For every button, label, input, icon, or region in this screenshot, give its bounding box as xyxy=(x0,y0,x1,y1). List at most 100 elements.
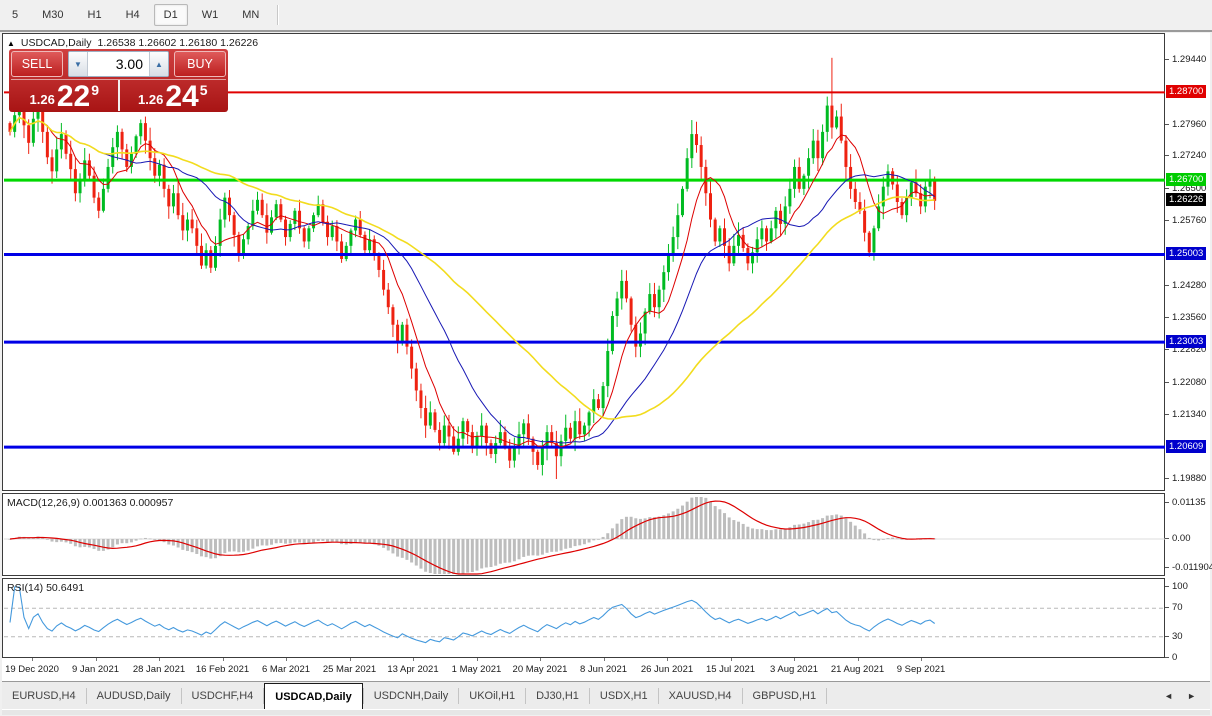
rsi-label: RSI(14) 50.6491 xyxy=(7,582,85,594)
axis-tick xyxy=(1165,285,1169,287)
date-label: 16 Feb 2021 xyxy=(195,664,250,675)
volume-increase-icon[interactable]: ▲ xyxy=(149,52,168,76)
rsi-axis-label: 30 xyxy=(1172,630,1183,642)
tab-separator xyxy=(525,688,527,704)
date-tick xyxy=(349,658,351,661)
price-axis-label: 1.26500 xyxy=(1172,182,1207,194)
chart-tab-usdchf-h4[interactable]: USDCHF,H4 xyxy=(191,690,254,702)
axis-tick xyxy=(1165,155,1169,157)
volume-input[interactable]: 3.00 xyxy=(115,56,143,72)
date-tick xyxy=(286,658,287,661)
sell-price-sup: 9 xyxy=(91,82,99,98)
chart-tab-usdcad-daily[interactable]: USDCAD,Daily xyxy=(264,683,363,710)
price-axis-label: 1.29440 xyxy=(1172,54,1207,65)
date-tick xyxy=(857,658,859,661)
rsi-axis-label: 70 xyxy=(1172,602,1183,614)
rsi-axis-label: 0 xyxy=(1172,652,1178,663)
timeframe-button-5[interactable]: 5 xyxy=(12,9,19,21)
date-tick xyxy=(794,658,795,661)
price-axis-label: 1.24280 xyxy=(1172,280,1207,292)
price-axis-label: 1.25760 xyxy=(1172,215,1207,227)
tab-scroll-arrows: ◄ ► xyxy=(1164,682,1210,710)
sell-price[interactable]: 1.26 22 9 xyxy=(11,80,120,112)
date-tick xyxy=(159,658,160,661)
timeframe-button-m30[interactable]: M30 xyxy=(42,9,64,21)
buy-button[interactable]: BUY xyxy=(174,51,226,77)
price-axis: 1.29440 1.27960 1.27240 1.26500 1.25760 1.242… xyxy=(1165,33,1212,683)
timeframe-button-h1[interactable]: H1 xyxy=(87,9,102,21)
chart-tab-gbpusd-h1[interactable]: GBPUSD,H1 xyxy=(752,690,817,702)
price-chart-plot[interactable] xyxy=(4,35,1165,491)
buy-price-prefix: 1.26 xyxy=(138,92,164,107)
axis-tick xyxy=(1165,414,1169,416)
date-tick xyxy=(413,658,414,661)
price-level-badge: 1.25003 xyxy=(1166,246,1207,260)
price-level-badge: 1.26700 xyxy=(1166,172,1207,186)
tab-separator xyxy=(826,688,828,704)
macd-panel[interactable]: MACD(12,26,9) 0.001363 0.000957 xyxy=(2,493,1165,576)
buy-price-sup: 5 xyxy=(199,82,208,98)
sell-button[interactable]: SELL xyxy=(11,51,63,77)
rsi-plot[interactable] xyxy=(4,580,1165,658)
tab-separator xyxy=(657,688,659,704)
price-axis-label: 1.21340 xyxy=(1172,409,1207,421)
rsi-panel[interactable]: RSI(14) 50.6491 xyxy=(2,578,1165,658)
bottom-strip xyxy=(2,709,1210,715)
date-tick xyxy=(540,658,541,661)
rsi-axis-label: 100 xyxy=(1172,581,1188,592)
axis-tick xyxy=(1165,607,1169,609)
chart-tab-usdx-h1[interactable]: USDX,H1 xyxy=(599,690,648,702)
tab-separator xyxy=(741,688,743,704)
date-label: 20 May 2021 xyxy=(512,664,568,675)
ohlc-values: 1.26538 1.26602 1.26180 1.26226 xyxy=(97,37,259,49)
main-chart-panel[interactable]: ▲ USDCAD,Daily 1.26538 1.26602 1.26180 1… xyxy=(2,33,1165,491)
timeframe-button-h4[interactable]: H4 xyxy=(125,9,140,21)
price-level-badge: 1.20609 xyxy=(1166,439,1207,453)
date-axis: 19 Dec 2020 9 Jan 2021 28 Jan 2021 16 Feb 2… xyxy=(2,658,1165,681)
chart-title: ▲ USDCAD,Daily 1.26538 1.26602 1.26180 1… xyxy=(7,37,258,49)
tab-separator xyxy=(588,688,590,704)
chart-tab-ukoil-h1[interactable]: UKOil,H1 xyxy=(469,690,516,702)
date-label: 3 Aug 2021 xyxy=(769,664,819,675)
timeframe-button-w1[interactable]: W1 xyxy=(201,9,219,21)
collapse-arrow-icon[interactable]: ▲ xyxy=(7,38,15,48)
chart-tab-dj30-h1[interactable]: DJ30,H1 xyxy=(536,690,579,702)
tab-scroll-right-icon[interactable]: ► xyxy=(1187,691,1196,701)
date-label: 6 Mar 2021 xyxy=(261,664,311,675)
axis-tick xyxy=(1165,316,1169,318)
price-axis-label: 1.22080 xyxy=(1172,376,1207,388)
date-label: 25 Mar 2021 xyxy=(322,664,377,675)
axis-tick xyxy=(1165,187,1169,189)
chart-tab-xauusd-h4[interactable]: XAUUSD,H4 xyxy=(668,690,732,702)
timeframe-button-d1[interactable]: D1 xyxy=(153,4,188,26)
sell-price-prefix: 1.26 xyxy=(29,92,55,107)
timeframe-button-mn[interactable]: MN xyxy=(242,9,260,21)
chart-tab-audusd-daily[interactable]: AUDUSD,Daily xyxy=(96,690,171,702)
date-tick xyxy=(95,658,97,661)
toolbar-separator xyxy=(277,5,280,25)
date-label: 1 May 2021 xyxy=(451,664,502,675)
axis-tick xyxy=(1165,567,1169,568)
axis-tick xyxy=(1165,59,1169,60)
macd-plot[interactable] xyxy=(4,495,1165,576)
date-tick xyxy=(921,658,922,661)
price-level-badge: 1.26226 xyxy=(1166,193,1207,207)
volume-decrease-icon[interactable]: ▼ xyxy=(69,52,88,76)
tab-separator xyxy=(180,688,182,704)
chart-tab-eurusd-h4[interactable]: EURUSD,H4 xyxy=(12,690,76,702)
chart-window: ▲ USDCAD,Daily 1.26538 1.26602 1.26180 1… xyxy=(2,33,1212,715)
date-label: 15 Jul 2021 xyxy=(705,664,756,675)
price-axis-label: 1.19880 xyxy=(1172,473,1207,484)
tab-separator xyxy=(263,688,265,704)
chart-tab-usdcnh-daily[interactable]: USDCNH,Daily xyxy=(373,690,449,702)
buy-price[interactable]: 1.26 24 5 xyxy=(120,80,227,112)
price-axis-label: 1.27240 xyxy=(1172,150,1207,162)
axis-tick xyxy=(1165,538,1169,539)
date-label: 21 Aug 2021 xyxy=(830,664,885,675)
tab-scroll-left-icon[interactable]: ◄ xyxy=(1164,691,1174,701)
axis-tick xyxy=(1165,635,1169,637)
macd-axis-label: 0.01135 xyxy=(1172,497,1206,508)
price-axis-label: 1.22820 xyxy=(1172,344,1207,356)
timeframe-toolbar: 5 M30 H1 H4 D1 W1 MN xyxy=(0,0,1212,32)
chart-tab-bar: EURUSD,H4 AUDUSD,Daily USDCHF,H4 USDCAD,Dai… xyxy=(2,681,1210,710)
